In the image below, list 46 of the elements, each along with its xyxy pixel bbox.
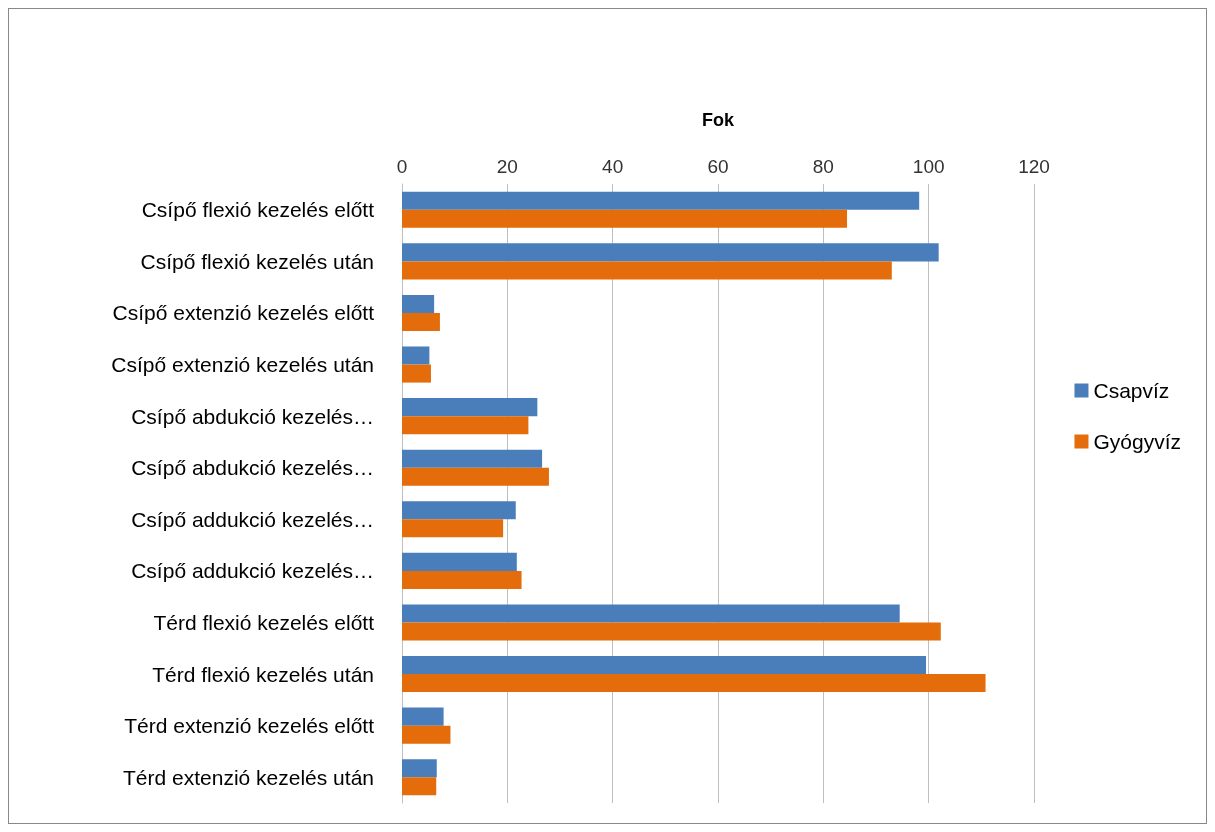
bar — [402, 209, 848, 228]
legend-label: Csapvíz — [1093, 379, 1170, 402]
bar — [402, 552, 517, 571]
y-tick-label: Csípő abdukció kezelés… — [131, 456, 374, 480]
bar — [402, 312, 440, 332]
y-tick-label: Csípő addukció kezelés… — [131, 559, 374, 583]
bar — [402, 346, 430, 365]
x-tick-label: 0 — [396, 156, 408, 177]
bar — [402, 467, 549, 486]
bar — [402, 191, 920, 210]
bar — [402, 777, 437, 796]
bar — [402, 294, 435, 313]
x-tick-label: 60 — [707, 156, 729, 177]
bar — [402, 655, 927, 675]
y-tick-label: Csípő addukció kezelés… — [131, 507, 374, 531]
x-tick-label: 80 — [812, 156, 834, 177]
bar — [402, 243, 939, 262]
y-tick-label: Csípő abdukció kezelés… — [131, 404, 374, 428]
y-tick-label: Csípő extenzió kezelés előtt — [112, 301, 375, 325]
bar — [402, 501, 516, 520]
x-axis-title: Fok — [701, 110, 735, 130]
bar — [402, 364, 431, 383]
bar — [402, 261, 892, 280]
y-tick-label: Térd extenzió kezelés után — [123, 765, 374, 789]
bar — [402, 725, 451, 744]
bar — [402, 674, 986, 693]
legend-label: Gyógyvíz — [1093, 430, 1181, 453]
bar — [402, 622, 941, 641]
bar — [402, 519, 504, 538]
y-tick-label: Térd extenzió kezelés előtt — [124, 714, 375, 738]
bar — [402, 604, 900, 623]
x-tick-label: 20 — [496, 156, 518, 177]
y-tick-label: Térd flexió kezelés után — [152, 662, 374, 686]
bar — [402, 759, 437, 778]
y-tick-label: Csípő flexió kezelés előtt — [141, 198, 375, 222]
bar — [402, 416, 529, 435]
bar — [402, 707, 444, 726]
y-tick-label: Csípő extenzió kezelés után — [111, 353, 374, 377]
bar — [402, 398, 538, 417]
bar — [402, 570, 522, 589]
x-tick-label: 100 — [912, 156, 945, 177]
y-tick-label: Térd flexió kezelés előtt — [153, 610, 375, 634]
x-tick-label: 120 — [1018, 156, 1050, 177]
y-tick-label: Csípő flexió kezelés után — [140, 249, 374, 273]
bar — [402, 449, 543, 468]
x-tick-label: 40 — [602, 156, 624, 177]
